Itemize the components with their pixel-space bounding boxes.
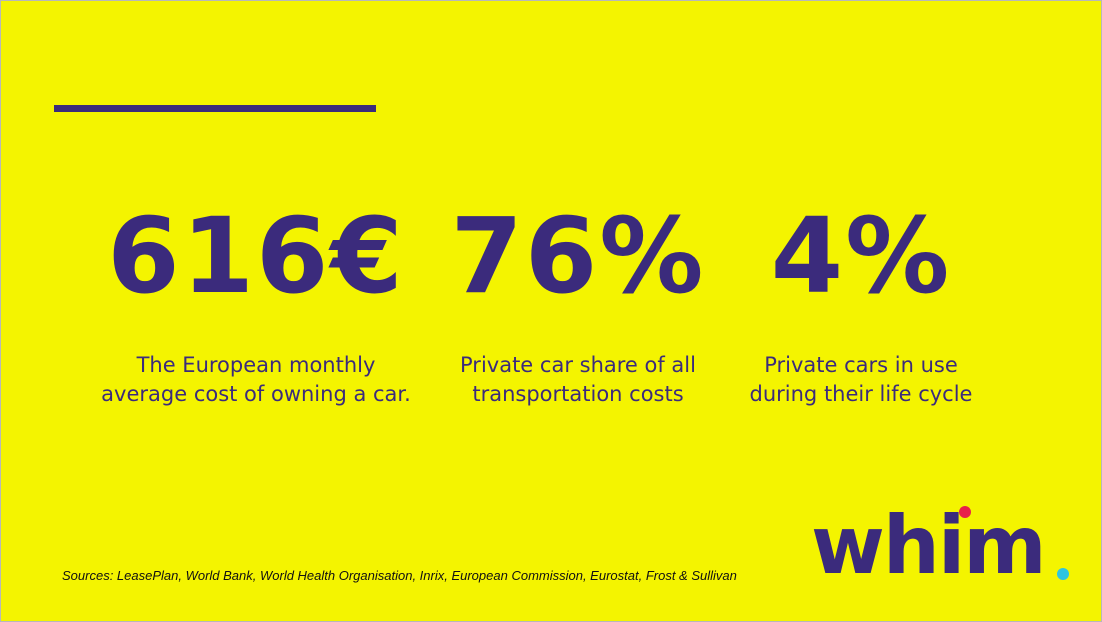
stat-description: Private car share of all transportation … (408, 351, 748, 409)
stat-description: Private cars in use during their life cy… (691, 351, 1031, 409)
logo-dots (959, 506, 1069, 580)
description-line: during their life cycle (749, 382, 973, 406)
sources: Sources: LeasePlan, World Bank, World He… (62, 568, 737, 583)
logo: whim (811, 501, 1081, 591)
stat-value: 4% (770, 195, 952, 317)
stat: 76% Private car share of all transportat… (408, 191, 748, 409)
description-line: Private cars in use (764, 353, 958, 377)
description-line: Private car share of all (460, 353, 696, 377)
stat-value: 76% (450, 195, 706, 317)
stat-value: 616€ (107, 195, 405, 317)
logo-text: whim (811, 499, 1047, 592)
stat-description: The European monthly average cost of own… (86, 351, 426, 409)
stat: 4% Private cars in use during their life… (691, 191, 1031, 409)
description-line: The European monthly (136, 353, 376, 377)
description-line: average cost of owning a car. (101, 382, 411, 406)
logo-dot (959, 506, 971, 518)
description-line: transportation costs (472, 382, 684, 406)
logo-dot (1057, 568, 1069, 580)
stat: 616€ The European monthly average cost o… (86, 191, 426, 409)
accent-bar (54, 105, 376, 112)
